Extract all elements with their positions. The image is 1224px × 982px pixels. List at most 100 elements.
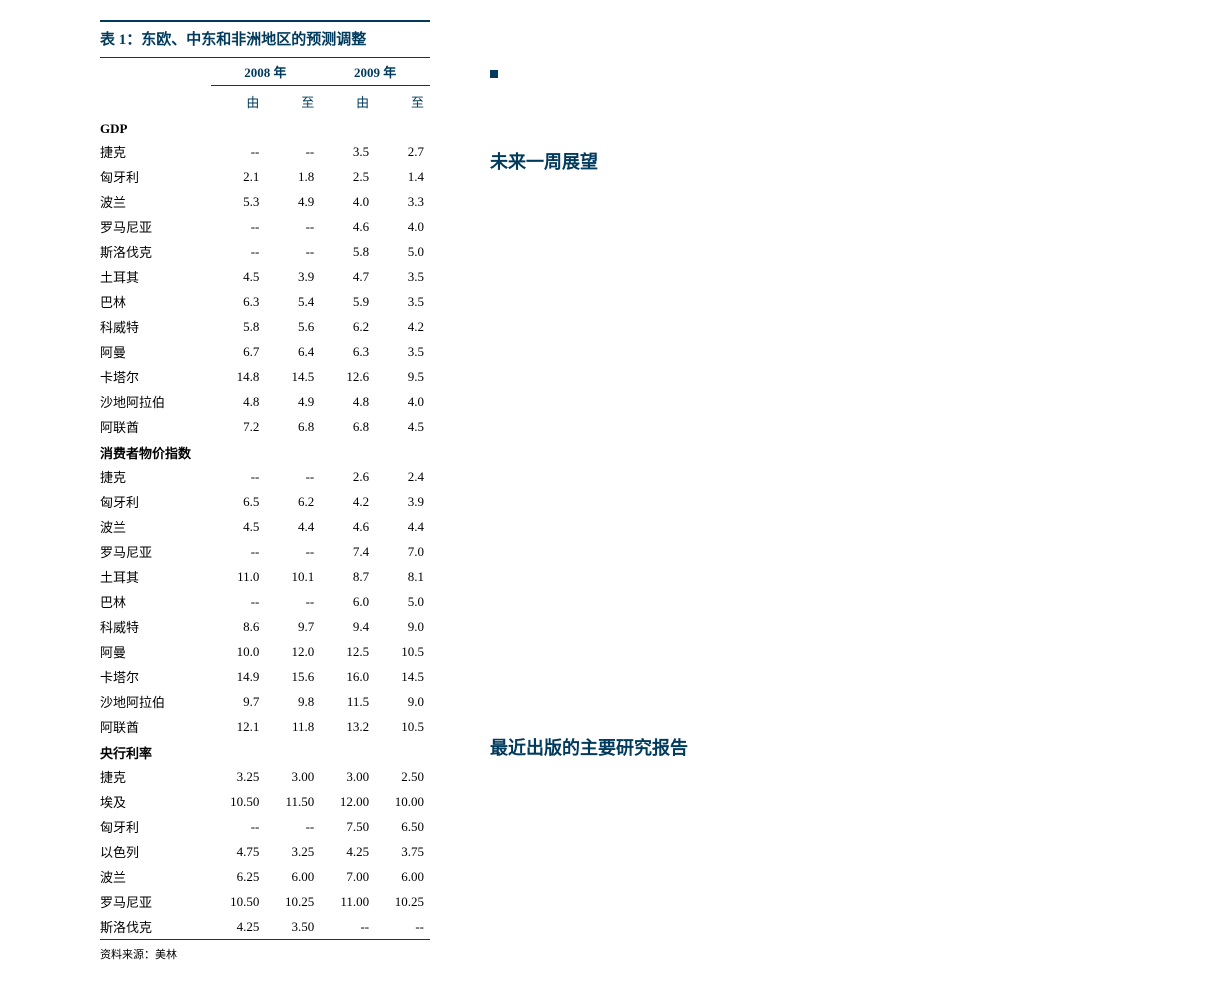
value-cell: 3.9 [375, 489, 430, 514]
value-cell: 14.9 [211, 664, 266, 689]
value-cell: 6.8 [320, 414, 375, 439]
value-cell: 3.25 [211, 764, 266, 789]
table-row: 罗马尼亚10.5010.2511.0010.25 [100, 889, 430, 914]
value-cell: 5.4 [265, 289, 320, 314]
right-column: 未来一周展望 最近出版的主要研究报告 [490, 20, 1124, 962]
value-cell: 4.6 [320, 514, 375, 539]
country-cell: 科威特 [100, 614, 211, 639]
value-cell: 5.8 [320, 239, 375, 264]
value-cell: 13.2 [320, 714, 375, 739]
value-cell: -- [265, 589, 320, 614]
value-cell: 10.5 [375, 714, 430, 739]
country-cell: 科威特 [100, 314, 211, 339]
value-cell: 4.4 [265, 514, 320, 539]
table-row: 科威特8.69.79.49.0 [100, 614, 430, 639]
value-cell: 4.2 [375, 314, 430, 339]
value-cell: 3.5 [375, 339, 430, 364]
value-cell: 4.25 [211, 914, 266, 939]
value-cell: 7.2 [211, 414, 266, 439]
table-row: 罗马尼亚----7.47.0 [100, 539, 430, 564]
value-cell: 4.8 [320, 389, 375, 414]
value-cell: -- [265, 214, 320, 239]
value-cell: 14.5 [375, 664, 430, 689]
value-cell: 4.5 [211, 264, 266, 289]
subheader-from-2: 由 [320, 86, 375, 118]
table-row: 沙地阿拉伯9.79.811.59.0 [100, 689, 430, 714]
value-cell: 12.5 [320, 639, 375, 664]
value-cell: 5.6 [265, 314, 320, 339]
value-cell: 3.3 [375, 189, 430, 214]
table-row: 卡塔尔14.915.616.014.5 [100, 664, 430, 689]
country-cell: 阿联酋 [100, 414, 211, 439]
country-cell: 罗马尼亚 [100, 214, 211, 239]
value-cell: 10.25 [375, 889, 430, 914]
value-cell: 11.50 [265, 789, 320, 814]
value-cell: 4.5 [375, 414, 430, 439]
value-cell: 7.0 [375, 539, 430, 564]
value-cell: 9.0 [375, 614, 430, 639]
value-cell: 14.5 [265, 364, 320, 389]
value-cell: 2.1 [211, 164, 266, 189]
value-cell: 4.8 [211, 389, 266, 414]
page-container: 表 1：东欧、中东和非洲地区的预测调整 2008 年 2009 年 由 至 由 … [0, 0, 1224, 982]
value-cell: 10.50 [211, 789, 266, 814]
square-bullet-icon [490, 70, 498, 78]
value-cell: -- [211, 539, 266, 564]
value-cell: 12.00 [320, 789, 375, 814]
bullet-marker-row [490, 70, 1124, 78]
table-row: 匈牙利----7.506.50 [100, 814, 430, 839]
value-cell: -- [211, 464, 266, 489]
table-row: 波兰5.34.94.03.3 [100, 189, 430, 214]
year-header-row: 2008 年 2009 年 [100, 58, 430, 86]
country-cell: 阿曼 [100, 639, 211, 664]
value-cell: 4.25 [320, 839, 375, 864]
value-cell: 8.6 [211, 614, 266, 639]
table-row: 阿曼6.76.46.33.5 [100, 339, 430, 364]
value-cell: 2.5 [320, 164, 375, 189]
value-cell: 5.9 [320, 289, 375, 314]
value-cell: 4.75 [211, 839, 266, 864]
value-cell: 4.6 [320, 214, 375, 239]
value-cell: -- [211, 589, 266, 614]
country-cell: 波兰 [100, 514, 211, 539]
country-cell: 土耳其 [100, 264, 211, 289]
table-title: 表 1：东欧、中东和非洲地区的预测调整 [100, 20, 430, 57]
table-row: 斯洛伐克4.253.50---- [100, 914, 430, 939]
value-cell: -- [211, 139, 266, 164]
value-cell: 6.00 [375, 864, 430, 889]
table-row: 卡塔尔14.814.512.69.5 [100, 364, 430, 389]
table-row: 匈牙利6.56.24.23.9 [100, 489, 430, 514]
value-cell: 4.0 [375, 389, 430, 414]
subheader-from-1: 由 [211, 86, 266, 118]
value-cell: 8.7 [320, 564, 375, 589]
value-cell: 5.8 [211, 314, 266, 339]
value-cell: -- [211, 239, 266, 264]
value-cell: 11.5 [320, 689, 375, 714]
country-cell: 卡塔尔 [100, 664, 211, 689]
value-cell: 9.0 [375, 689, 430, 714]
left-column: 表 1：东欧、中东和非洲地区的预测调整 2008 年 2009 年 由 至 由 … [100, 20, 430, 962]
section-header: 央行利率 [100, 739, 430, 764]
table-row: 匈牙利2.11.82.51.4 [100, 164, 430, 189]
section-header: 消费者物价指数 [100, 439, 430, 464]
country-cell: 匈牙利 [100, 814, 211, 839]
value-cell: 7.50 [320, 814, 375, 839]
value-cell: 6.2 [265, 489, 320, 514]
country-cell: 以色列 [100, 839, 211, 864]
value-cell: 9.8 [265, 689, 320, 714]
value-cell: 6.4 [265, 339, 320, 364]
value-cell: 1.4 [375, 164, 430, 189]
country-cell: 卡塔尔 [100, 364, 211, 389]
year-2008: 2008 年 [211, 58, 321, 86]
value-cell: 6.0 [320, 589, 375, 614]
value-cell: 6.3 [211, 289, 266, 314]
country-cell: 沙地阿拉伯 [100, 389, 211, 414]
country-cell: 巴林 [100, 589, 211, 614]
table-row: 阿联酋12.111.813.210.5 [100, 714, 430, 739]
value-cell: 16.0 [320, 664, 375, 689]
value-cell: 6.2 [320, 314, 375, 339]
country-cell: 捷克 [100, 764, 211, 789]
table-row: 科威特5.85.66.24.2 [100, 314, 430, 339]
value-cell: 8.1 [375, 564, 430, 589]
value-cell: 11.00 [320, 889, 375, 914]
